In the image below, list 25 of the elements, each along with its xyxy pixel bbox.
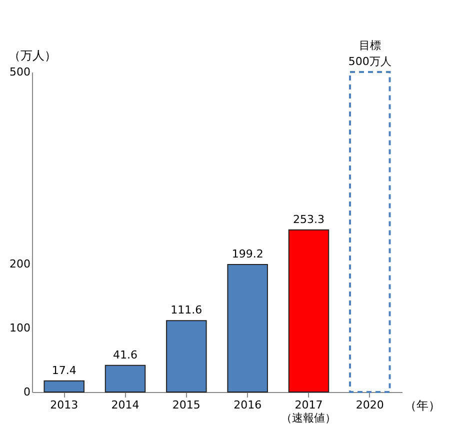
data-label: 41.6 xyxy=(113,348,138,362)
x-tick-label: 2017 （速報値） xyxy=(281,398,336,424)
bar xyxy=(349,71,391,393)
x-axis-title: （年） xyxy=(404,398,440,412)
data-label: 500万人 xyxy=(348,55,392,68)
bar xyxy=(166,320,207,392)
bar xyxy=(104,364,146,392)
data-label: 199.2 xyxy=(232,248,264,261)
y-tick-label: 200 xyxy=(10,258,30,270)
x-tick-label: 2014 xyxy=(111,398,140,412)
y-axis-title: （万人） xyxy=(8,48,56,62)
bar xyxy=(227,264,268,392)
y-tick-label: 100 xyxy=(10,322,30,334)
data-label: 253.3 xyxy=(292,212,324,226)
bar xyxy=(44,380,84,392)
x-tick-label: 2015 xyxy=(172,398,200,412)
annotation: 目標 xyxy=(358,39,381,52)
data-label: 111.6 xyxy=(170,304,202,317)
bar xyxy=(288,229,330,392)
x-tick-label: 2013 xyxy=(50,398,78,412)
y-tick-label: 500 xyxy=(10,66,30,78)
x-tick-label: 2020 xyxy=(356,398,384,412)
x-tick-label: 2016 xyxy=(234,398,262,412)
data-label: 17.4 xyxy=(52,364,76,377)
y-tick-label: 0 xyxy=(24,386,30,398)
